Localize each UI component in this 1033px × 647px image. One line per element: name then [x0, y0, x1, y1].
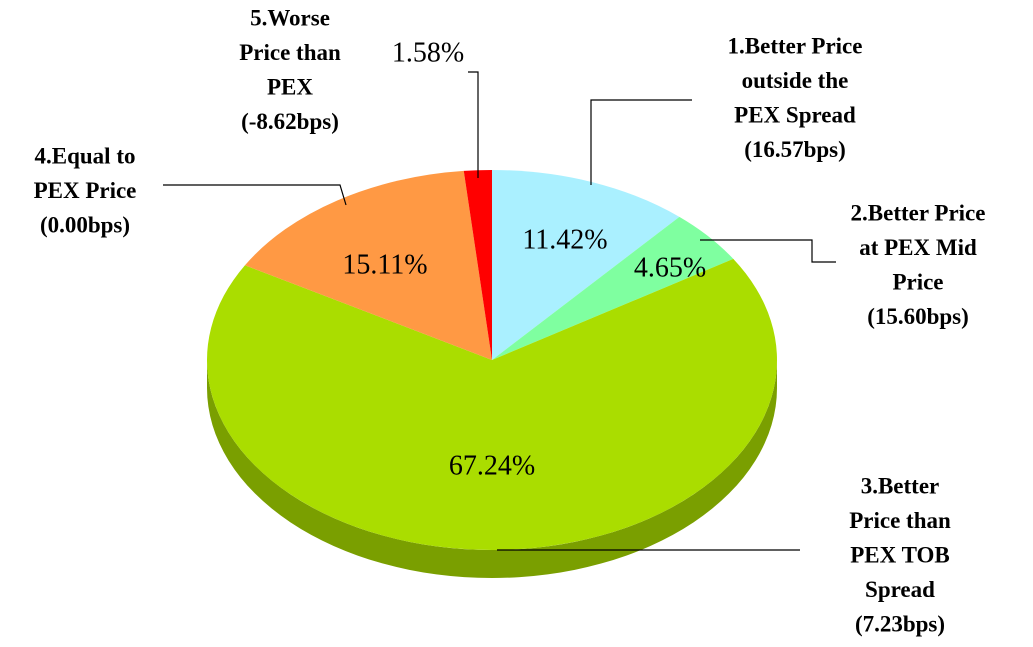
leader-line: [468, 71, 479, 178]
pie-slice: [492, 170, 680, 360]
category-label: 3.Better: [861, 473, 940, 498]
category-label: outside the: [742, 68, 849, 93]
pie-slice: [463, 170, 492, 360]
category-label: Spread: [865, 577, 935, 602]
category-label: 5.Worse: [250, 5, 330, 30]
category-label: 2.Better Price: [851, 200, 986, 225]
leader-line: [700, 239, 836, 263]
category-label: (-8.62bps): [241, 109, 339, 134]
pie-slice: [207, 258, 778, 551]
data-label: 11.42%: [522, 224, 607, 255]
category-label: PEX TOB: [850, 542, 950, 567]
category-label: PEX Spread: [734, 102, 856, 127]
category-label: (15.60bps): [867, 304, 969, 329]
category-label: 4.Equal to: [35, 143, 136, 168]
data-label: 1.58%: [392, 37, 464, 68]
data-label: 4.65%: [634, 252, 706, 283]
category-label: Price than: [849, 508, 951, 533]
leader-line: [163, 184, 347, 206]
pie-slice: [244, 170, 492, 360]
category-label: (7.23bps): [855, 611, 945, 636]
category-label: PEX Price: [34, 178, 137, 203]
leader-line: [590, 99, 692, 185]
category-label: (0.00bps): [40, 212, 130, 237]
category-label: at PEX Mid: [859, 235, 977, 260]
data-label: 15.11%: [342, 249, 427, 280]
category-label: PEX: [267, 74, 313, 99]
category-label: (16.57bps): [744, 137, 846, 162]
category-label: 1.Better Price: [728, 33, 863, 58]
pie-slice: [492, 216, 734, 360]
data-label: 67.24%: [449, 450, 535, 481]
category-label: Price: [892, 269, 943, 294]
category-label: Price than: [239, 40, 341, 65]
